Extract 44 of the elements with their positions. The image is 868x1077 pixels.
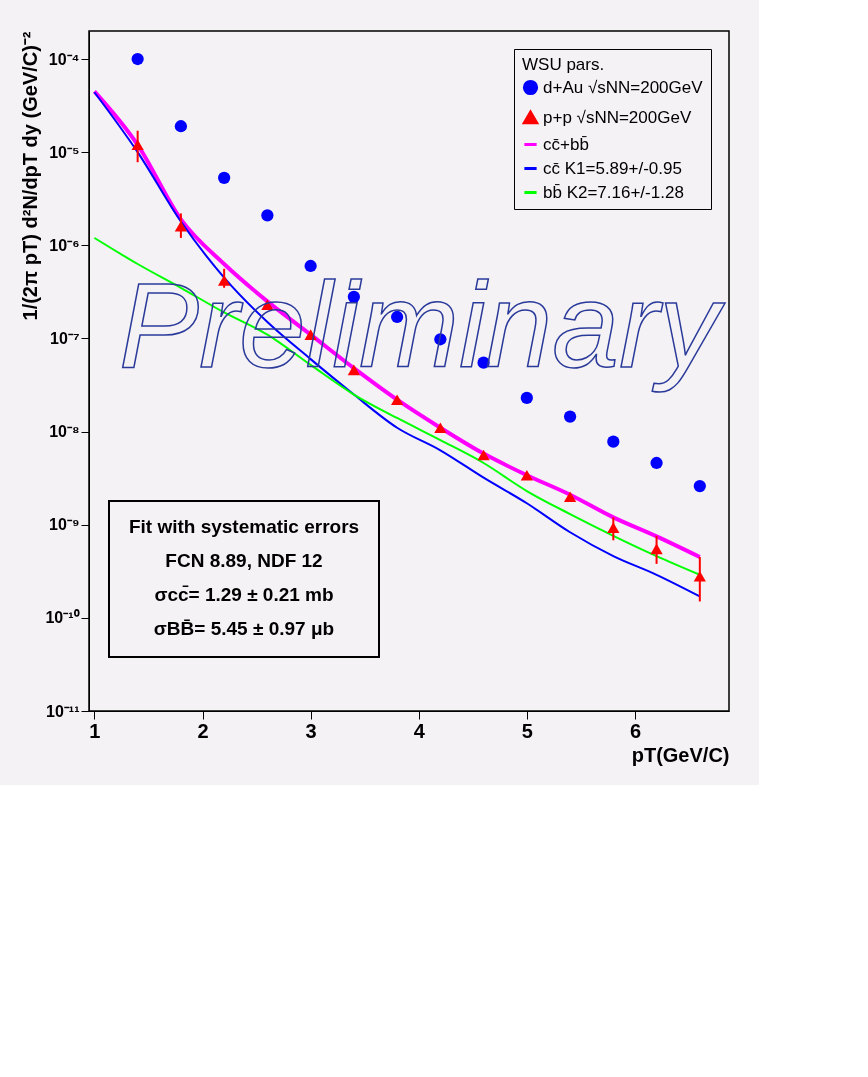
x-axis-title: pT(GeV/C) <box>631 743 730 766</box>
point <box>174 221 188 232</box>
point <box>607 522 620 533</box>
x-tick-label: 6 <box>629 719 642 742</box>
point <box>650 456 663 470</box>
annotation: FCN 8.89, NDF 12 <box>165 550 323 571</box>
point <box>520 469 533 481</box>
y-tick-label: 10⁻¹¹ <box>46 702 80 720</box>
point <box>174 120 188 133</box>
point <box>650 543 663 555</box>
annotation: σBB̄= 5.45 ± 0.97 μb <box>153 618 335 639</box>
legend-label: d+Au √sNN=200GeV <box>543 77 704 97</box>
x-tick-label: 2 <box>197 719 209 742</box>
legend-title: WSU pars. <box>522 55 605 74</box>
x-tick-label: 5 <box>521 719 533 742</box>
y-tick-label: 10⁻⁶ <box>49 236 80 254</box>
point <box>693 479 706 493</box>
y-tick-label: 10⁻¹⁰ <box>45 609 80 627</box>
y-tick-label: 10⁻⁹ <box>49 516 80 534</box>
legend-label: p+p √sNN=200GeV <box>543 107 692 127</box>
point <box>563 491 577 502</box>
point <box>131 139 144 151</box>
legend-label: cc̄+bb̄ <box>543 134 589 154</box>
y-tick-label: 10⁻⁸ <box>49 423 80 441</box>
point <box>261 209 274 222</box>
point <box>131 52 144 66</box>
x-tick-label: 3 <box>305 719 317 742</box>
x-tick-label: 1 <box>89 719 101 742</box>
point <box>477 449 490 461</box>
point <box>434 422 447 434</box>
x-tick-label: 4 <box>413 719 426 742</box>
point <box>607 435 620 448</box>
y-tick-label: 10⁻⁴ <box>48 50 80 68</box>
point <box>693 570 706 582</box>
point <box>563 410 577 423</box>
legend-label: cc̄ K1=5.89+/-0.95 <box>543 158 682 178</box>
legend-label: bb̄ K2=7.16+/-1.28 <box>543 182 684 202</box>
point <box>390 394 404 405</box>
point <box>218 171 231 184</box>
y-tick-label: 10⁻⁷ <box>50 329 80 347</box>
annotation: σcc̄= 1.29 ± 0.21 mb <box>154 584 334 605</box>
y-axis-title: 1/(2π pT) d²N/dpT dy (GeV/C)⁻² <box>19 31 42 321</box>
annotation: Fit with systematic errors <box>128 516 360 537</box>
y-tick-label: 10⁻⁵ <box>49 143 80 161</box>
